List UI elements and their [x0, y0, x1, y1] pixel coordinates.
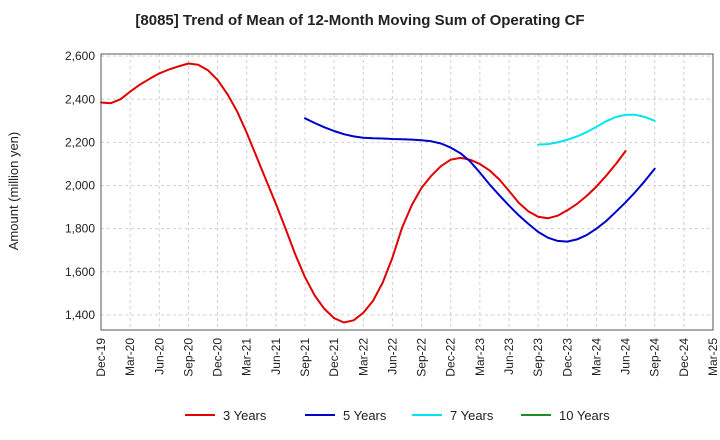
- x-tick-label: Jun-24: [619, 338, 633, 375]
- legend-label: 10 Years: [559, 408, 610, 423]
- x-tick-label: Jun-20: [152, 338, 166, 375]
- x-tick-label: Sep-21: [298, 338, 312, 377]
- y-tick-label: 2,600: [65, 49, 95, 63]
- x-tick-label: Jun-21: [269, 338, 283, 375]
- legend: 3 Years 5 Years 7 Years 10 Years: [185, 408, 610, 423]
- x-tick-label: Mar-20: [123, 338, 137, 376]
- x-tick-label: Sep-20: [181, 338, 195, 377]
- y-tick-label: 2,400: [65, 92, 95, 106]
- y-tick-label: 2,000: [65, 179, 95, 193]
- x-tick-label: Sep-24: [648, 338, 662, 377]
- x-tick-label: Dec-19: [94, 338, 108, 377]
- series-line-5-years: [304, 117, 656, 243]
- legend-label: 7 Years: [450, 408, 494, 423]
- x-tick-label: Mar-24: [589, 338, 603, 376]
- y-tick-label: 1,800: [65, 222, 95, 236]
- chart-title: [8085] Trend of Mean of 12-Month Moving …: [135, 12, 585, 29]
- x-tick-label: Mar-23: [473, 338, 487, 376]
- x-tick-label: Mar-22: [356, 338, 370, 376]
- x-tick-label: Mar-21: [240, 338, 254, 376]
- x-tick-label: Dec-20: [211, 338, 225, 377]
- legend-label: 5 Years: [343, 408, 387, 423]
- x-tick-label: Dec-23: [560, 338, 574, 377]
- x-tick-label: Sep-22: [415, 338, 429, 377]
- y-tick-labels: 1,400 1,600 1,800 2,000 2,200 2,400 2,600: [65, 49, 95, 322]
- y-tick-label: 2,200: [65, 135, 95, 149]
- x-tick-label: Dec-24: [677, 338, 691, 377]
- x-tick-label: Sep-23: [531, 338, 545, 377]
- legend-label: 3 Years: [223, 408, 267, 423]
- y-tick-label: 1,600: [65, 265, 95, 279]
- y-axis-title: Amount (million yen): [6, 132, 21, 251]
- series-line-3-years: [100, 62, 627, 324]
- x-tick-label: Dec-21: [327, 338, 341, 377]
- y-tick-label: 1,400: [65, 308, 95, 322]
- plot-frame: [100, 53, 714, 331]
- x-tick-labels: Dec-19 Mar-20 Jun-20 Sep-20 Dec-20 Mar-21 Jun-…: [94, 338, 720, 377]
- plot-frame-layer: [100, 53, 714, 331]
- series-layer: [100, 62, 656, 324]
- x-tick-label: Mar-25: [706, 338, 720, 376]
- x-tick-label: Jun-23: [502, 338, 516, 375]
- x-tick-label: Jun-22: [385, 338, 399, 375]
- series-line-7-years: [537, 113, 656, 146]
- x-tick-label: Dec-22: [444, 338, 458, 377]
- grid-layer: [100, 54, 714, 330]
